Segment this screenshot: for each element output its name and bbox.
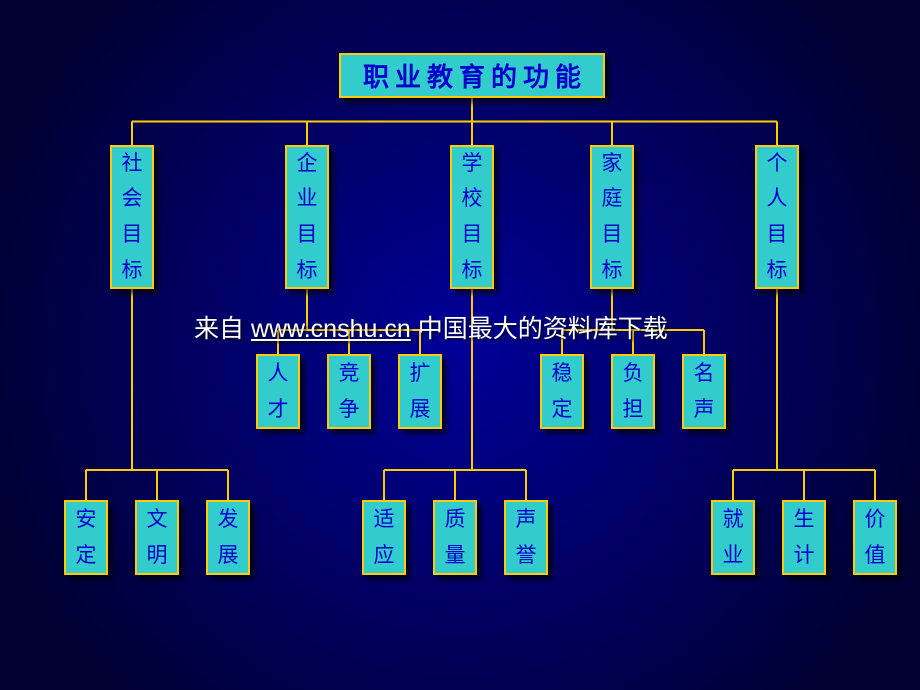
level3-family-2: 名声 (682, 354, 726, 429)
level3-family-0: 稳定 (540, 354, 584, 429)
level2-char: 标 (602, 253, 623, 289)
level3-char: 计 (794, 538, 815, 574)
level3-char: 业 (723, 538, 744, 574)
level2-char: 标 (462, 253, 483, 289)
level3-char: 发 (218, 502, 239, 538)
level3-society-2: 发展 (206, 500, 250, 575)
level2-char: 目 (122, 217, 143, 253)
level3-char: 文 (147, 502, 168, 538)
level2-char: 社 (122, 146, 143, 182)
level3-char: 定 (552, 392, 573, 428)
level2-char: 标 (297, 253, 318, 289)
level3-school-0: 适应 (362, 500, 406, 575)
level3-char: 明 (147, 538, 168, 574)
level2-char: 校 (462, 181, 483, 217)
level3-char: 值 (865, 538, 886, 574)
level3-char: 稳 (552, 356, 573, 392)
level3-char: 竞 (339, 356, 360, 392)
level3-char: 声 (516, 502, 537, 538)
level2-char: 目 (297, 217, 318, 253)
title-label: 职业教育的功能 (357, 57, 587, 94)
level3-char: 名 (694, 356, 715, 392)
level3-char: 争 (339, 392, 360, 428)
watermark-link: www.cnshu.cn (251, 315, 411, 343)
diagram-stage: 职业教育的功能社会目标企业目标学校目标家庭目标个人目标安定文明发展人才竞争扩展适… (0, 0, 920, 690)
level3-char: 声 (694, 392, 715, 428)
level2-char: 学 (462, 146, 483, 182)
level2-char: 目 (767, 217, 788, 253)
level3-char: 展 (218, 538, 239, 574)
level3-personal-1: 生计 (782, 500, 826, 575)
level3-enterprise-2: 扩展 (398, 354, 442, 429)
level3-char: 定 (76, 538, 97, 574)
level3-char: 质 (445, 502, 466, 538)
level2-char: 庭 (602, 181, 623, 217)
level2-char: 个 (767, 146, 788, 182)
level3-char: 价 (865, 502, 886, 538)
level3-society-1: 文明 (135, 500, 179, 575)
level2-enterprise: 企业目标 (285, 145, 329, 289)
level2-char: 业 (297, 181, 318, 217)
level2-char: 会 (122, 181, 143, 217)
level2-char: 家 (602, 146, 623, 182)
connector-lines (0, 0, 920, 690)
level3-school-1: 质量 (433, 500, 477, 575)
level2-char: 人 (767, 181, 788, 217)
level3-char: 生 (794, 502, 815, 538)
level3-enterprise-1: 竞争 (327, 354, 371, 429)
watermark-suffix: 中国最大的资料库下载 (411, 315, 668, 343)
level3-char: 适 (374, 502, 395, 538)
level3-char: 展 (410, 392, 431, 428)
level3-school-2: 声誉 (504, 500, 548, 575)
level2-personal: 个人目标 (755, 145, 799, 289)
level3-char: 量 (445, 538, 466, 574)
level3-char: 扩 (410, 356, 431, 392)
level3-personal-0: 就业 (711, 500, 755, 575)
level3-enterprise-0: 人才 (256, 354, 300, 429)
level3-char: 才 (268, 392, 289, 428)
level2-char: 企 (297, 146, 318, 182)
level3-personal-2: 价值 (853, 500, 897, 575)
title-box: 职业教育的功能 (339, 53, 605, 98)
level2-char: 目 (602, 217, 623, 253)
level2-char: 标 (122, 253, 143, 289)
level2-family: 家庭目标 (590, 145, 634, 289)
level3-char: 人 (268, 356, 289, 392)
level2-school: 学校目标 (450, 145, 494, 289)
watermark-prefix: 来自 (194, 315, 251, 343)
level2-society: 社会目标 (110, 145, 154, 289)
level2-char: 标 (767, 253, 788, 289)
watermark-text: 来自 www.cnshu.cn 中国最大的资料库下载 (194, 309, 668, 345)
level3-char: 应 (374, 538, 395, 574)
level3-char: 负 (623, 356, 644, 392)
level2-char: 目 (462, 217, 483, 253)
level3-char: 担 (623, 392, 644, 428)
level3-char: 就 (723, 502, 744, 538)
level3-society-0: 安定 (64, 500, 108, 575)
level3-char: 誉 (516, 538, 537, 574)
level3-family-1: 负担 (611, 354, 655, 429)
level3-char: 安 (76, 502, 97, 538)
